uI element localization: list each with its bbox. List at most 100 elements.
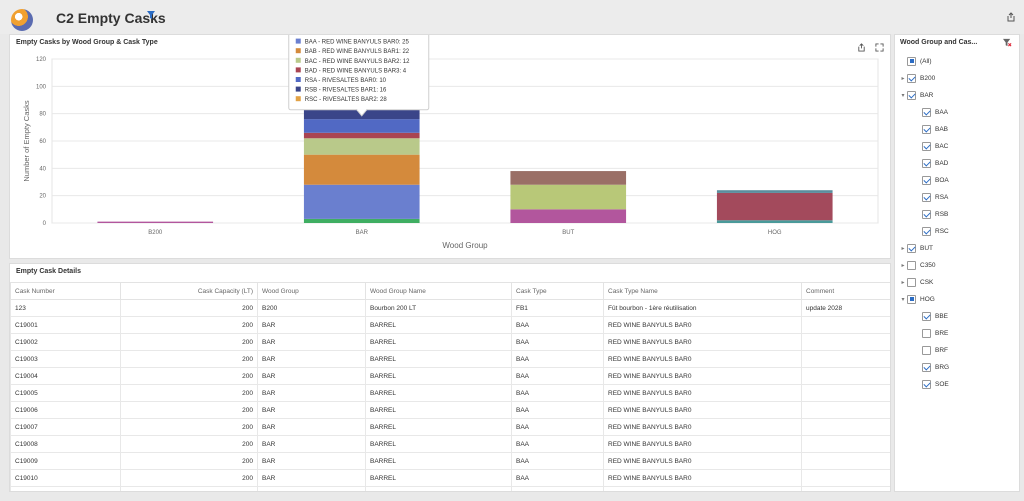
- filter-item[interactable]: ▸ CSK: [899, 276, 933, 288]
- filter-item[interactable]: SOE: [914, 378, 949, 390]
- column-header[interactable]: Comment: [801, 282, 890, 300]
- filter-checkbox[interactable]: [922, 107, 931, 117]
- share-icon[interactable]: [1006, 12, 1016, 22]
- filter-item-label: BRE: [935, 329, 949, 337]
- table-cell: BAR: [257, 316, 366, 334]
- table-cell: 200: [120, 350, 258, 368]
- filter-checkbox[interactable]: [907, 90, 916, 100]
- filter-checkbox[interactable]: [907, 56, 916, 66]
- table-row[interactable]: C19001 200 BAR BARREL BAA RED WINE BANYULS BA…: [10, 316, 890, 334]
- table-row[interactable]: C19008 200 BAR BARREL BAA RED WINE BANYULS BA…: [10, 435, 890, 453]
- filter-checkbox[interactable]: [922, 328, 931, 338]
- filter-icon[interactable]: [147, 11, 155, 19]
- filter-checkbox[interactable]: [922, 379, 931, 389]
- expand-toggle-icon[interactable]: ▸: [901, 262, 905, 269]
- filter-item[interactable]: RSB: [914, 208, 948, 220]
- bar-segment[interactable]: [303, 119, 420, 133]
- expand-toggle-icon[interactable]: ▸: [901, 245, 905, 252]
- table-cell: BARREL: [365, 333, 512, 351]
- expand-toggle-icon[interactable]: ▸: [901, 75, 905, 82]
- bar-segment[interactable]: [303, 154, 420, 185]
- bar-segment[interactable]: [510, 171, 627, 185]
- filter-item[interactable]: ▸ BUT: [899, 242, 933, 254]
- filter-item-label: BAC: [935, 142, 949, 150]
- table-row[interactable]: C19003 200 BAR BARREL BAA RED WINE BANYULS BA…: [10, 350, 890, 368]
- bar-segment[interactable]: [303, 218, 420, 223]
- filter-item[interactable]: BAD: [914, 157, 948, 169]
- filter-item[interactable]: BAA: [914, 106, 948, 118]
- expand-toggle-icon[interactable]: ▾: [901, 92, 905, 99]
- bar-segment[interactable]: [303, 184, 420, 219]
- filter-item[interactable]: RSA: [914, 191, 948, 203]
- stacked-bar-chart[interactable]: 0 20 40 60 80 100 120 Number of Empty Casks B200…: [10, 35, 892, 260]
- table-row[interactable]: C19005 200 BAR BARREL BAA RED WINE BANYULS BA…: [10, 384, 890, 402]
- bar-segment[interactable]: [97, 221, 214, 223]
- table-row[interactable]: 123 200 B200 Bourbon 200 LT FB1 Fût bourbon -…: [10, 299, 890, 317]
- x-tick-label: BUT: [562, 230, 574, 236]
- filter-checkbox[interactable]: [922, 362, 931, 372]
- filter-item[interactable]: BAC: [914, 140, 948, 152]
- table-row[interactable]: C19011200BARBARRELBAARED WINE BANYULS BA…: [10, 486, 890, 491]
- table-cell: 200: [120, 333, 258, 351]
- filter-checkbox[interactable]: [922, 158, 931, 168]
- table-cell: BARREL: [365, 435, 512, 453]
- filter-checkbox[interactable]: [922, 141, 931, 151]
- fullscreen-icon[interactable]: [875, 43, 884, 52]
- table-cell: C19005: [10, 384, 121, 402]
- filter-item[interactable]: ▸ C350: [899, 259, 936, 271]
- filter-checkbox[interactable]: [922, 175, 931, 185]
- filter-checkbox[interactable]: [907, 73, 916, 83]
- bar-segment[interactable]: [716, 192, 833, 221]
- filter-item[interactable]: BRG: [914, 361, 949, 373]
- filter-item[interactable]: RSC: [914, 225, 949, 237]
- expand-toggle-icon[interactable]: ▾: [901, 296, 905, 303]
- filter-checkbox[interactable]: [907, 277, 916, 287]
- column-header[interactable]: Cask Type: [511, 282, 604, 300]
- filter-panel: Wood Group and Cas... (All) ▸ B200 ▾ BAR BAA B…: [894, 34, 1020, 492]
- filter-checkbox[interactable]: [922, 192, 931, 202]
- table-cell: RED WINE BANYULS BAR0: [603, 333, 802, 351]
- table-row[interactable]: C19009 200 BAR BARREL BAA RED WINE BANYULS BA…: [10, 452, 890, 470]
- column-header[interactable]: Wood Group: [257, 282, 366, 300]
- filter-item[interactable]: BRE: [914, 327, 948, 339]
- table-cell: RED WINE BANYULS BAR0: [603, 384, 802, 402]
- filter-checkbox[interactable]: [907, 260, 916, 270]
- table-row[interactable]: C19010 200 BAR BARREL BAA RED WINE BANYULS BA…: [10, 469, 890, 487]
- filter-checkbox[interactable]: [907, 243, 916, 253]
- table-row[interactable]: C19007 200 BAR BARREL BAA RED WINE BANYULS BA…: [10, 418, 890, 436]
- filter-item[interactable]: ▾ BAR: [899, 89, 933, 101]
- filter-item[interactable]: BAB: [914, 123, 948, 135]
- filter-checkbox[interactable]: [922, 226, 931, 236]
- column-header[interactable]: Cask Capacity (LT): [120, 282, 258, 300]
- filter-item[interactable]: BBE: [914, 310, 948, 322]
- bar-segment[interactable]: [303, 132, 420, 139]
- table-cell: C19007: [10, 418, 121, 436]
- bar-segment[interactable]: [303, 138, 420, 155]
- column-header[interactable]: Cask Number: [10, 282, 121, 300]
- filter-item[interactable]: BRF: [914, 344, 948, 356]
- share-icon[interactable]: [857, 43, 866, 52]
- filter-item[interactable]: ▸ B200: [899, 72, 935, 84]
- filter-checkbox[interactable]: [922, 311, 931, 321]
- filter-item[interactable]: (All): [899, 55, 932, 67]
- clear-filter-icon[interactable]: [1003, 38, 1012, 47]
- filter-item[interactable]: BOA: [914, 174, 949, 186]
- column-header[interactable]: Wood Group Name: [365, 282, 512, 300]
- filter-checkbox[interactable]: [922, 209, 931, 219]
- tooltip-item: BOA - FRESH BOURBON BARREL: 3: [305, 35, 408, 36]
- table-cell: update 2028: [801, 299, 890, 317]
- table-cell: BAA: [511, 469, 604, 487]
- bar-segment[interactable]: [510, 184, 627, 210]
- bar-segment[interactable]: [716, 190, 833, 193]
- table-row[interactable]: C19004 200 BAR BARREL BAA RED WINE BANYULS BA…: [10, 367, 890, 385]
- filter-checkbox[interactable]: [922, 124, 931, 134]
- filter-checkbox[interactable]: [922, 345, 931, 355]
- table-row[interactable]: C19006 200 BAR BARREL BAA RED WINE BANYULS BA…: [10, 401, 890, 419]
- bar-segment[interactable]: [716, 220, 833, 223]
- filter-item[interactable]: ▾ HOG: [899, 293, 935, 305]
- bar-segment[interactable]: [510, 209, 627, 223]
- expand-toggle-icon[interactable]: ▸: [901, 279, 905, 286]
- column-header[interactable]: Cask Type Name: [603, 282, 802, 300]
- table-row[interactable]: C19002 200 BAR BARREL BAA RED WINE BANYULS BA…: [10, 333, 890, 351]
- filter-checkbox[interactable]: [907, 294, 916, 304]
